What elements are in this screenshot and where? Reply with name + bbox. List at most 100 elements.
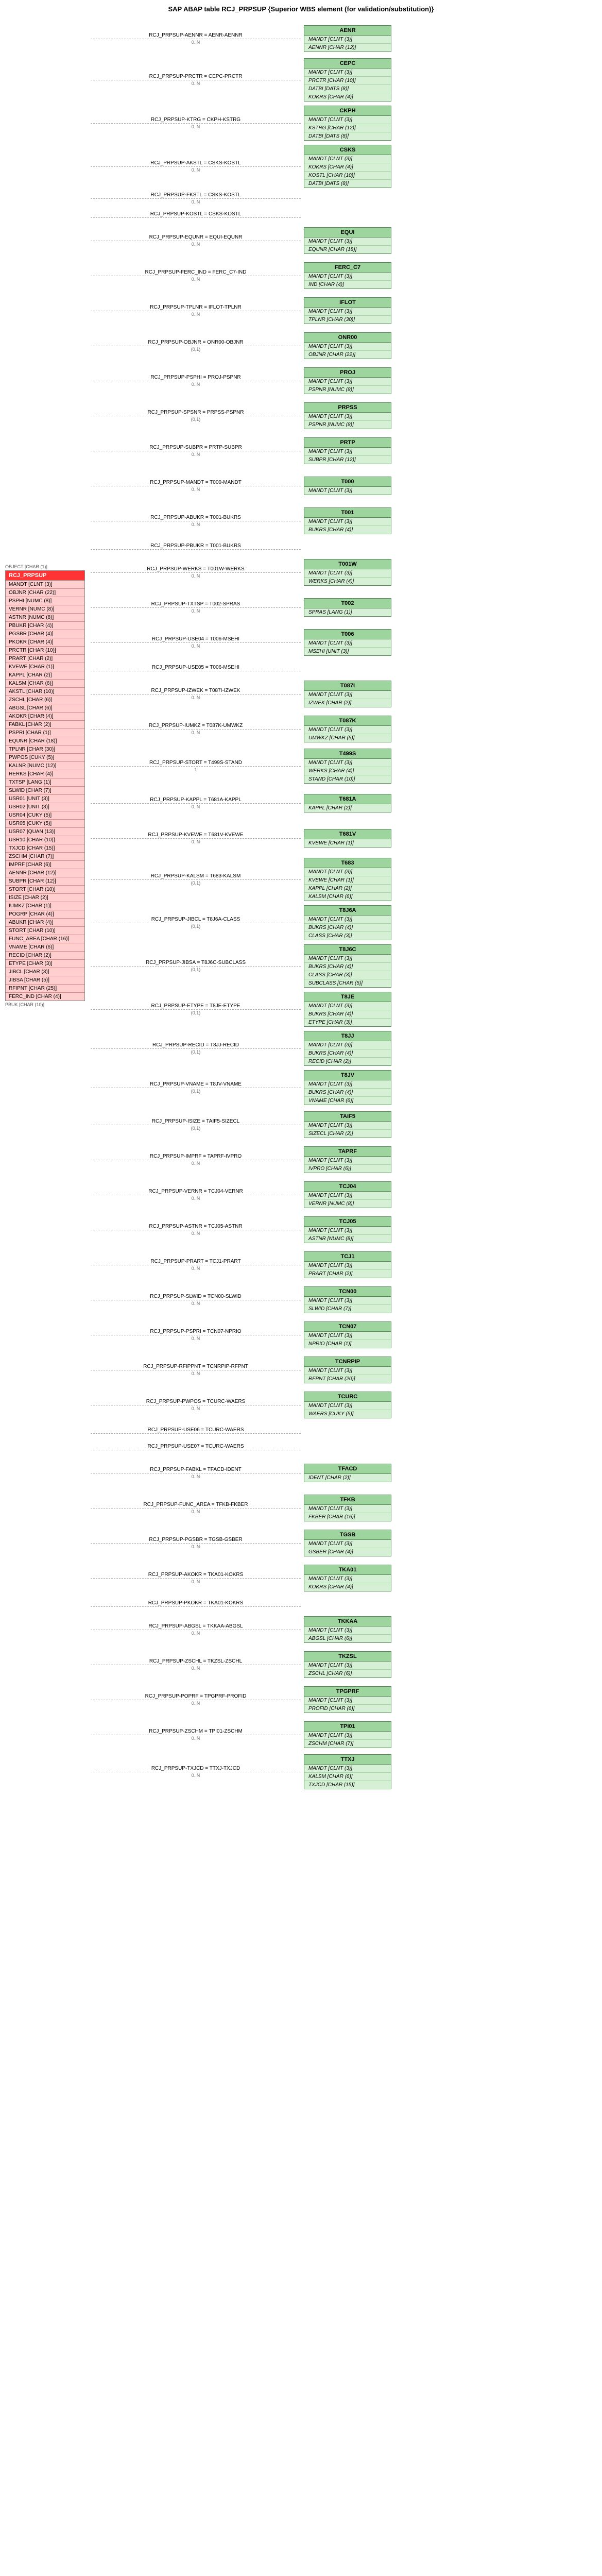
- link-block: RCJ_PRPSUP-RFIPPNT = TCNRPIP-RFPNT0..NTC…: [88, 1354, 597, 1385]
- source-row: TPLNR [CHAR (30)]: [6, 745, 84, 754]
- source-row: SUBPR [CHAR (12)]: [6, 877, 84, 886]
- link-label: RCJ_PRPSUP-SUBPR = PRTP-SUBPR: [149, 445, 242, 450]
- source-row: MANDT [CLNT (3)]: [6, 581, 84, 589]
- target-table: T681VKVEWE [CHAR (1)]: [304, 829, 391, 848]
- target-header: TKA01: [304, 1565, 391, 1575]
- link-dash: [91, 198, 301, 199]
- link-block: RCJ_PRPSUP-FUNC_AREA = TFKB-FKBER0..NTFK…: [88, 1493, 597, 1523]
- source-row: AENNR [CHAR (12)]: [6, 869, 84, 877]
- target-row: MANDT [CLNT (3)]: [304, 1192, 391, 1200]
- link-cardinality: 0..N: [192, 573, 200, 579]
- link-label: RCJ_PRPSUP-USE04 = T006-MSEHI: [152, 636, 239, 642]
- target-table: T000MANDT [CLNT (3)]: [304, 477, 391, 495]
- link-label: RCJ_PRPSUP-PRART = TCJ1-PRART: [150, 1259, 240, 1264]
- link-label: RCJ_PRPSUP-TXTSP = T002-SPRAS: [151, 601, 240, 607]
- target-row: MANDT [CLNT (3)]: [304, 726, 391, 734]
- target-row: MANDT [CLNT (3)]: [304, 759, 391, 767]
- target-row: BUKRS [CHAR (4)]: [304, 1049, 391, 1058]
- link-block: RCJ_PRPSUP-FKSTL = CSKS-KOSTL0..N: [88, 192, 597, 205]
- link-block: RCJ_PRPSUP-OBJNR = ONR00-OBJNR(0,1)ONR00…: [88, 330, 597, 361]
- target-row: BUKRS [CHAR (4)]: [304, 526, 391, 534]
- link-dash: [91, 1606, 301, 1607]
- link-block: RCJ_PRPSUP-PWPOS = TCURC-WAERS0..NTCURCM…: [88, 1389, 597, 1420]
- target-table: TFACDIDENT [CHAR (2)]: [304, 1464, 391, 1482]
- link-cardinality: 0..N: [192, 1336, 200, 1341]
- source-row: PRART [CHAR (2)]: [6, 655, 84, 663]
- target-row: ETYPE [CHAR (3)]: [304, 1019, 391, 1026]
- link-block: RCJ_PRPSUP-ETYPE = T8JE-ETYPE(0,1)T8JEMA…: [88, 992, 597, 1027]
- link-block: RCJ_PRPSUP-AKOKR = TKA01-KOKRS0..NTKA01M…: [88, 1563, 597, 1594]
- link-block: RCJ_PRPSUP-FERC_IND = FERC_C7-IND0..NFER…: [88, 260, 597, 291]
- link-label: RCJ_PRPSUP-FUNC_AREA = TFKB-FKBER: [144, 1502, 248, 1507]
- target-row: MANDT [CLNT (3)]: [304, 1002, 391, 1010]
- target-row: MANDT [CLNT (3)]: [304, 487, 391, 495]
- source-row: IMPRF [CHAR (6)]: [6, 861, 84, 869]
- link-block: RCJ_PRPSUP-SLWID = TCN00-SLWID0..NTCN00M…: [88, 1284, 597, 1315]
- link-dash: [91, 607, 301, 608]
- target-row: MANDT [CLNT (3)]: [304, 1626, 391, 1635]
- source-row: JIBSA [CHAR (5)]: [6, 976, 84, 985]
- target-table: TAPRFMANDT [CLNT (3)]IVPRO [CHAR (6)]: [304, 1146, 391, 1173]
- target-row: MANDT [CLNT (3)]: [304, 1080, 391, 1089]
- link-label: RCJ_PRPSUP-AKOKR = TKA01-KOKRS: [148, 1572, 244, 1578]
- link-label: RCJ_PRPSUP-POPRF = TPGPRF-PROFID: [145, 1693, 247, 1699]
- link-block: RCJ_PRPSUP-VNAME = T8JV-VNAME(0,1)T8JVMA…: [88, 1070, 597, 1105]
- target-table: IFLOTMANDT [CLNT (3)]TPLNR [CHAR (30)]: [304, 297, 391, 324]
- link-label: RCJ_PRPSUP-WERKS = T001W-WERKS: [147, 566, 244, 572]
- link-cardinality: (0,1): [191, 880, 201, 886]
- link-block: RCJ_PRPSUP-PRART = TCJ1-PRART0..NTCJ1MAN…: [88, 1249, 597, 1280]
- target-table: TCN00MANDT [CLNT (3)]SLWID [CHAR (7)]: [304, 1286, 391, 1313]
- link-cardinality: 0..N: [192, 1301, 200, 1306]
- link-block: RCJ_PRPSUP-TXJCD = TTXJ-TXJCD 0..N TTXJMAN…: [88, 1754, 597, 1789]
- target-header: T499S: [304, 749, 391, 759]
- target-header: T087K: [304, 716, 391, 726]
- link-dash: [91, 766, 301, 767]
- link-block: RCJ_PRPSUP-KOSTL = CSKS-KOSTL: [88, 209, 597, 221]
- link-label: RCJ_PRPSUP-JIBCL = T8J6A-CLASS: [151, 917, 240, 922]
- target-table: TTXJMANDT [CLNT (3)]KALSM [CHAR (6)]TXJC…: [304, 1754, 391, 1789]
- link-cardinality: 0..N: [192, 1773, 200, 1778]
- link-block: RCJ_PRPSUP-PSPHI = PROJ-PSPNR0..NPROJMAN…: [88, 365, 597, 396]
- target-row: IVPRO [CHAR (6)]: [304, 1165, 391, 1173]
- link-block: RCJ_PRPSUP-KAPPL = T681A-KAPPL0..NT681AK…: [88, 788, 597, 819]
- link-block: RCJ_PRPSUP-SPSNR = PRPSS-PSPNR(0,1)PRPSS…: [88, 400, 597, 431]
- source-row: STORT [CHAR (10)]: [6, 886, 84, 894]
- link-cardinality: 0..N: [192, 1736, 200, 1741]
- source-row: USR01 [UNIT (3)]: [6, 795, 84, 803]
- source-row: PSPRI [CHAR (1)]: [6, 729, 84, 737]
- source-row: PWPOS [CUKY (5)]: [6, 754, 84, 762]
- target-header: CEPC: [304, 59, 391, 69]
- link-label: RCJ_PRPSUP-TXJCD = TTXJ-TXJCD: [151, 1766, 240, 1771]
- target-row: BUKRS [CHAR (4)]: [304, 963, 391, 971]
- link-label: RCJ_PRPSUP-PRCTR = CEPC-PRCTR: [149, 74, 243, 79]
- target-row: MANDT [CLNT (3)]: [304, 1505, 391, 1513]
- link-label: RCJ_PRPSUP-ZSCHL = TKZSL-ZSCHL: [149, 1658, 242, 1664]
- target-header: PRPSS: [304, 403, 391, 413]
- link-cardinality: (0,1): [191, 417, 201, 422]
- target-row: PRCTR [CHAR (10)]: [304, 77, 391, 85]
- target-header: TCURC: [304, 1392, 391, 1402]
- source-row: IUMKZ [CHAR (1)]: [6, 902, 84, 910]
- link-block: RCJ_PRPSUP-TPLNR = IFLOT-TPLNR0..NIFLOTM…: [88, 295, 597, 326]
- target-header: TKZSL: [304, 1652, 391, 1662]
- target-row: TXJCD [CHAR (15)]: [304, 1781, 391, 1789]
- source-row: PBUKR [CHAR (4)]: [6, 622, 84, 630]
- link-dash: [91, 217, 301, 218]
- target-header: IFLOT: [304, 298, 391, 308]
- link-label: RCJ_PRPSUP-USE05 = T006-MSEHI: [152, 665, 239, 670]
- link-block: RCJ_PRPSUP-AENNR = AENR-AENNR0..NAENRMAN…: [88, 23, 597, 54]
- source-row: ZSCHL [CHAR (6)]: [6, 696, 84, 704]
- target-row: MANDT [CLNT (3)]: [304, 116, 391, 124]
- link-block: RCJ_PRPSUP-KALSM = T683-KALSM(0,1)T683MA…: [88, 858, 597, 901]
- target-row: EQUNR [CHAR (18)]: [304, 246, 391, 253]
- link-cardinality: 0..N: [192, 1701, 200, 1706]
- link-cardinality: 0..N: [192, 1631, 200, 1636]
- link-label: RCJ_PRPSUP-JIBSA = T8J6C-SUBCLASS: [146, 960, 246, 965]
- target-row: MANDT [CLNT (3)]: [304, 955, 391, 963]
- target-row: MANDT [CLNT (3)]: [304, 1332, 391, 1340]
- link-cardinality: 0..N: [192, 382, 200, 387]
- target-row: KVEWE [CHAR (1)]: [304, 839, 391, 847]
- target-row: DATBI [DATS (8)]: [304, 180, 391, 188]
- target-row: DATBI [DATS (8)]: [304, 85, 391, 93]
- link-dash: [91, 1433, 301, 1434]
